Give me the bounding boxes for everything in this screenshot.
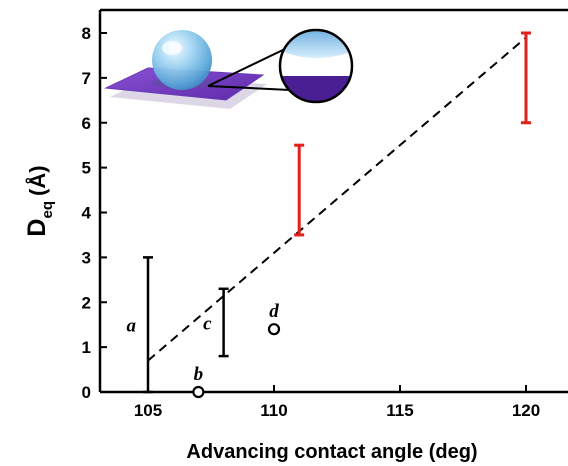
y-tick-label: 4 bbox=[82, 204, 92, 223]
x-axis-title: Advancing contact angle (deg) bbox=[186, 441, 477, 463]
magnifier-lens bbox=[278, 28, 354, 104]
y-axis-title-main: D bbox=[23, 219, 51, 237]
range-bar: c bbox=[203, 287, 229, 358]
x-tick-label: 110 bbox=[260, 401, 287, 420]
range-bar: a bbox=[127, 256, 153, 394]
droplet-highlight bbox=[162, 41, 182, 55]
y-tick-label: 8 bbox=[82, 24, 91, 43]
magnified-substrate bbox=[280, 76, 352, 102]
y-axis-title-sub: eq bbox=[39, 201, 56, 219]
data-point: b bbox=[192, 364, 205, 399]
data-point-marker bbox=[192, 385, 205, 399]
y-tick-label: 6 bbox=[82, 114, 91, 133]
x-tick-label: 115 bbox=[386, 401, 413, 420]
fit-line bbox=[147, 36, 527, 362]
data-point-marker bbox=[267, 323, 281, 336]
y-tick-label: 2 bbox=[82, 293, 91, 312]
y-tick-label: 0 bbox=[82, 383, 91, 402]
data-point-label: b bbox=[194, 364, 204, 385]
plot-frame bbox=[98, 8, 568, 394]
data-points: bd bbox=[192, 301, 281, 399]
y-tick-label: 3 bbox=[82, 248, 91, 267]
range-bar bbox=[521, 31, 531, 125]
range-bar-label: c bbox=[203, 313, 212, 334]
y-tick-label: 7 bbox=[82, 69, 91, 88]
droplet-inset-illustration bbox=[104, 28, 354, 109]
x-tick-label: 120 bbox=[512, 401, 540, 420]
data-point: d bbox=[267, 301, 281, 336]
zoom-connector-upper bbox=[207, 47, 288, 87]
y-ticks: 0 1 2 3 4 5 6 7 8 bbox=[82, 24, 107, 402]
data-point-label: d bbox=[269, 301, 279, 322]
water-droplet bbox=[152, 30, 212, 90]
x-tick-label: 105 bbox=[134, 401, 162, 420]
zoom-connector-lower bbox=[207, 85, 291, 91]
range-bar bbox=[294, 143, 305, 237]
y-axis-title-unit: (Å) bbox=[24, 165, 50, 196]
y-tick-label: 5 bbox=[82, 159, 91, 178]
y-tick-label: 1 bbox=[82, 338, 91, 357]
range-bar-label: a bbox=[127, 316, 137, 337]
y-axis-title: Deq (Å) bbox=[23, 165, 56, 236]
